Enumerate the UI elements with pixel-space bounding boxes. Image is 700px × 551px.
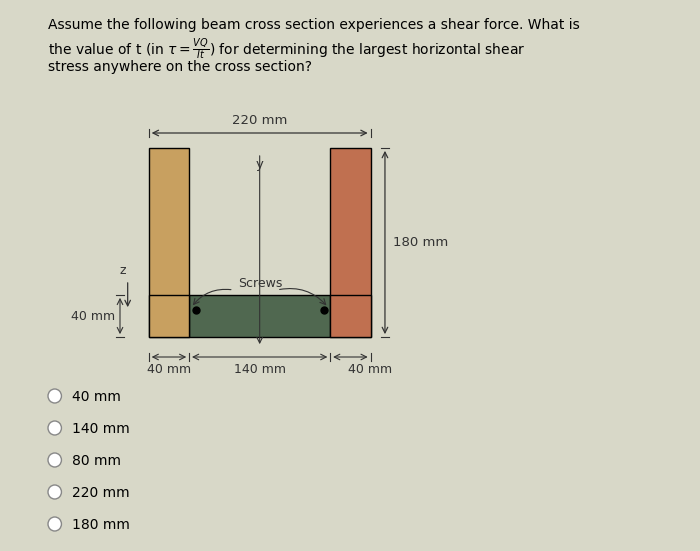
Text: 140 mm: 140 mm: [72, 422, 130, 436]
Text: Assume the following beam cross section experiences a shear force. What is: Assume the following beam cross section …: [48, 18, 580, 32]
Bar: [189, 295, 330, 337]
Text: y: y: [256, 158, 264, 171]
Text: 220 mm: 220 mm: [232, 114, 288, 127]
Bar: [330, 148, 370, 337]
Circle shape: [48, 517, 62, 531]
Text: 40 mm: 40 mm: [147, 363, 191, 376]
Bar: [149, 295, 189, 337]
Bar: [149, 148, 189, 337]
Circle shape: [48, 389, 62, 403]
Text: stress anywhere on the cross section?: stress anywhere on the cross section?: [48, 60, 312, 74]
Bar: [330, 295, 370, 337]
Text: 40 mm: 40 mm: [71, 310, 116, 322]
Text: the value of t (in $\tau = \frac{VQ}{It}$) for determining the largest horizonta: the value of t (in $\tau = \frac{VQ}{It}…: [48, 36, 526, 62]
Circle shape: [48, 453, 62, 467]
Text: Screws: Screws: [239, 277, 283, 290]
Text: 80 mm: 80 mm: [72, 454, 121, 468]
Text: 180 mm: 180 mm: [72, 518, 130, 532]
Text: 140 mm: 140 mm: [234, 363, 286, 376]
Circle shape: [48, 485, 62, 499]
Text: z: z: [120, 264, 126, 277]
Text: 40 mm: 40 mm: [72, 390, 121, 404]
Text: 180 mm: 180 mm: [393, 236, 448, 249]
Circle shape: [48, 421, 62, 435]
Text: 40 mm: 40 mm: [349, 363, 393, 376]
Text: 220 mm: 220 mm: [72, 486, 130, 500]
